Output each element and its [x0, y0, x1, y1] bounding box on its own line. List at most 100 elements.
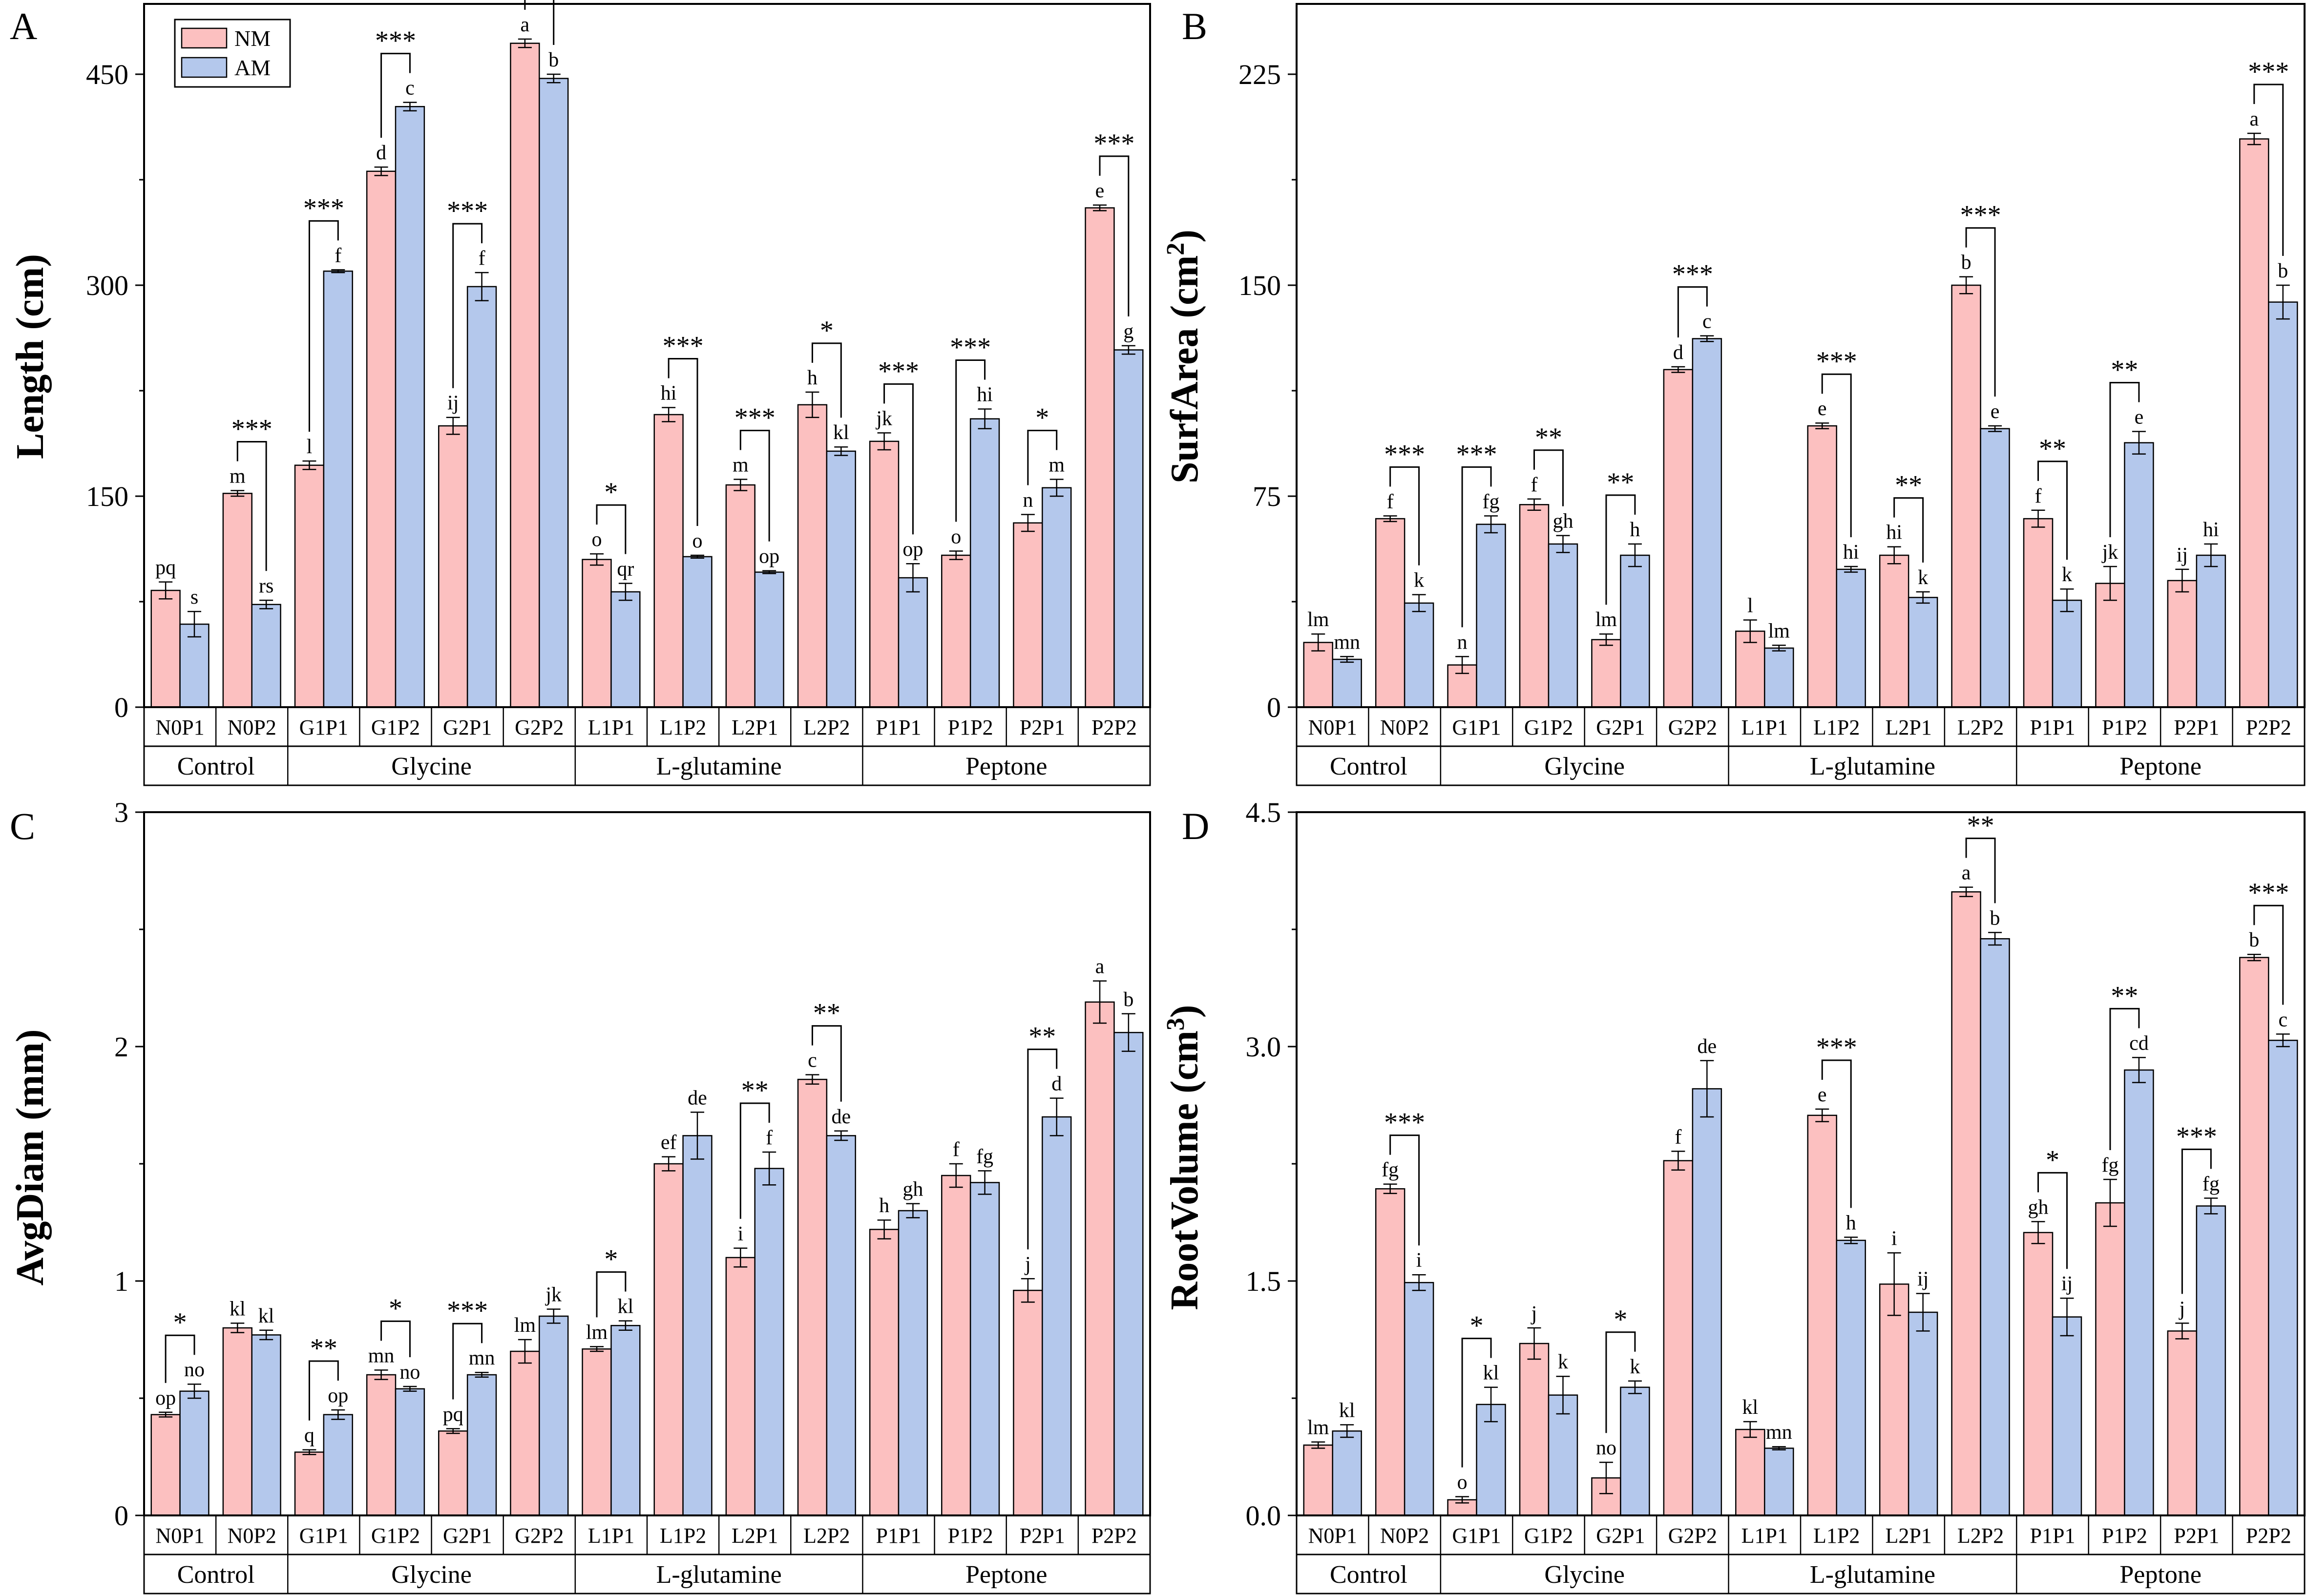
am-bar — [2052, 1316, 2082, 1516]
category-label: L1P2 — [660, 715, 706, 739]
y-tick-label: 75 — [1253, 481, 1281, 512]
group-label: L-glutamine — [1810, 1561, 1935, 1589]
significance-bracket — [1533, 449, 1564, 506]
nm-bar — [725, 1257, 755, 1516]
am-bar — [610, 1324, 641, 1516]
significance-letter: a — [1962, 862, 1971, 884]
nm-bar — [1879, 554, 1909, 708]
category-label: P2P2 — [2246, 1524, 2291, 1548]
significance-letter: f — [335, 244, 341, 267]
category-label: L2P2 — [1957, 715, 2004, 739]
category-label: L2P1 — [1885, 1524, 1931, 1548]
significance-letter: k — [1918, 567, 1928, 589]
am-bar — [1836, 568, 1866, 708]
am-bar — [1113, 349, 1144, 708]
significance-stars: *** — [447, 196, 488, 226]
significance-stars: * — [604, 1244, 618, 1275]
significance-letter: lm — [1768, 620, 1790, 642]
nm-bar — [1807, 425, 1837, 708]
significance-letter: a — [1095, 956, 1105, 978]
significance-bracket — [2037, 1172, 2068, 1269]
significance-stars: *** — [2248, 57, 2289, 87]
significance-letter: h — [807, 367, 818, 389]
legend-swatch-nm — [181, 27, 228, 49]
significance-bracket — [524, 0, 555, 45]
significance-bracket — [1461, 466, 1492, 628]
significance-letter: e — [1818, 1084, 1827, 1106]
significance-letter: k — [2062, 564, 2072, 586]
nm-bar — [582, 1348, 612, 1516]
category-label: P2P2 — [2246, 715, 2291, 739]
significance-letter: i — [737, 1223, 743, 1245]
significance-letter: c — [405, 77, 415, 100]
am-bar — [251, 1334, 281, 1516]
significance-stars: *** — [663, 331, 704, 361]
am-bar — [1764, 647, 1794, 708]
significance-stars: *** — [231, 414, 273, 444]
am-bar — [1404, 602, 1434, 708]
significance-bracket — [883, 383, 914, 535]
am-bar — [898, 1210, 928, 1516]
group-label: L-glutamine — [656, 753, 782, 780]
significance-letter: jk — [875, 407, 892, 430]
nm-bar — [366, 1374, 397, 1516]
am-bar — [323, 270, 353, 708]
nm-bar — [1807, 1114, 1837, 1516]
significance-stars: * — [1470, 1311, 1484, 1341]
y-tick-label: 3 — [114, 797, 128, 828]
category-label: P1P2 — [948, 715, 993, 739]
nm-bar — [510, 42, 540, 708]
y-tick-label: 450 — [86, 59, 128, 90]
nm-bar — [1663, 1160, 1694, 1516]
significance-bracket — [1389, 466, 1420, 566]
significance-letter: i — [1416, 1249, 1422, 1272]
significance-letter: c — [2278, 1008, 2287, 1031]
significance-letter: fg — [1382, 1159, 1399, 1181]
significance-letter: kl — [618, 1296, 634, 1318]
nm-bar — [510, 1350, 540, 1516]
significance-bracket — [2037, 461, 2068, 560]
category-label: G1P1 — [299, 715, 348, 739]
category-label: L2P2 — [803, 715, 850, 739]
significance-bracket — [596, 1271, 627, 1318]
am-bar — [179, 1390, 210, 1516]
significance-letter: ij — [2061, 1273, 2073, 1295]
significance-letter: o — [692, 530, 703, 552]
panel-letter: B — [1182, 5, 1207, 47]
category-label: G2P1 — [443, 715, 492, 739]
significance-bracket — [1605, 1331, 1636, 1433]
significance-bracket — [1605, 494, 1636, 605]
significance-letter: m — [230, 465, 246, 487]
group-label: Glycine — [1544, 753, 1625, 780]
am-bar — [610, 591, 641, 708]
group-label: Peptone — [2119, 753, 2202, 780]
significance-bracket — [1027, 429, 1058, 485]
significance-bracket — [739, 429, 770, 542]
significance-bracket — [380, 53, 411, 138]
significance-letter: ij — [447, 392, 459, 415]
significance-stars: * — [2046, 1145, 2059, 1175]
am-bar — [2196, 1205, 2226, 1516]
significance-letter: n — [1457, 631, 1468, 653]
nm-bar — [1085, 207, 1115, 708]
significance-stars: *** — [1384, 439, 1425, 469]
significance-stars: * — [604, 477, 618, 507]
significance-letter: g — [1123, 320, 1133, 343]
significance-letter: j — [1024, 1253, 1031, 1276]
significance-bracket — [811, 1025, 842, 1102]
significance-letter: de — [688, 1087, 707, 1109]
significance-letter: f — [766, 1127, 773, 1149]
nm-bar — [1375, 518, 1405, 708]
significance-stars: *** — [1960, 200, 2001, 231]
significance-letter: lm — [586, 1321, 608, 1344]
category-label: G1P1 — [1452, 715, 1501, 739]
am-bar — [1332, 658, 1362, 708]
significance-letter: op — [155, 1387, 176, 1409]
significance-letter: d — [1673, 341, 1683, 364]
significance-letter: k — [1558, 1351, 1568, 1373]
category-label: L1P2 — [1813, 715, 1860, 739]
significance-bracket — [236, 441, 267, 571]
y-tick-label: 300 — [86, 270, 128, 301]
nm-bar — [797, 404, 828, 708]
am-bar — [395, 1388, 425, 1516]
